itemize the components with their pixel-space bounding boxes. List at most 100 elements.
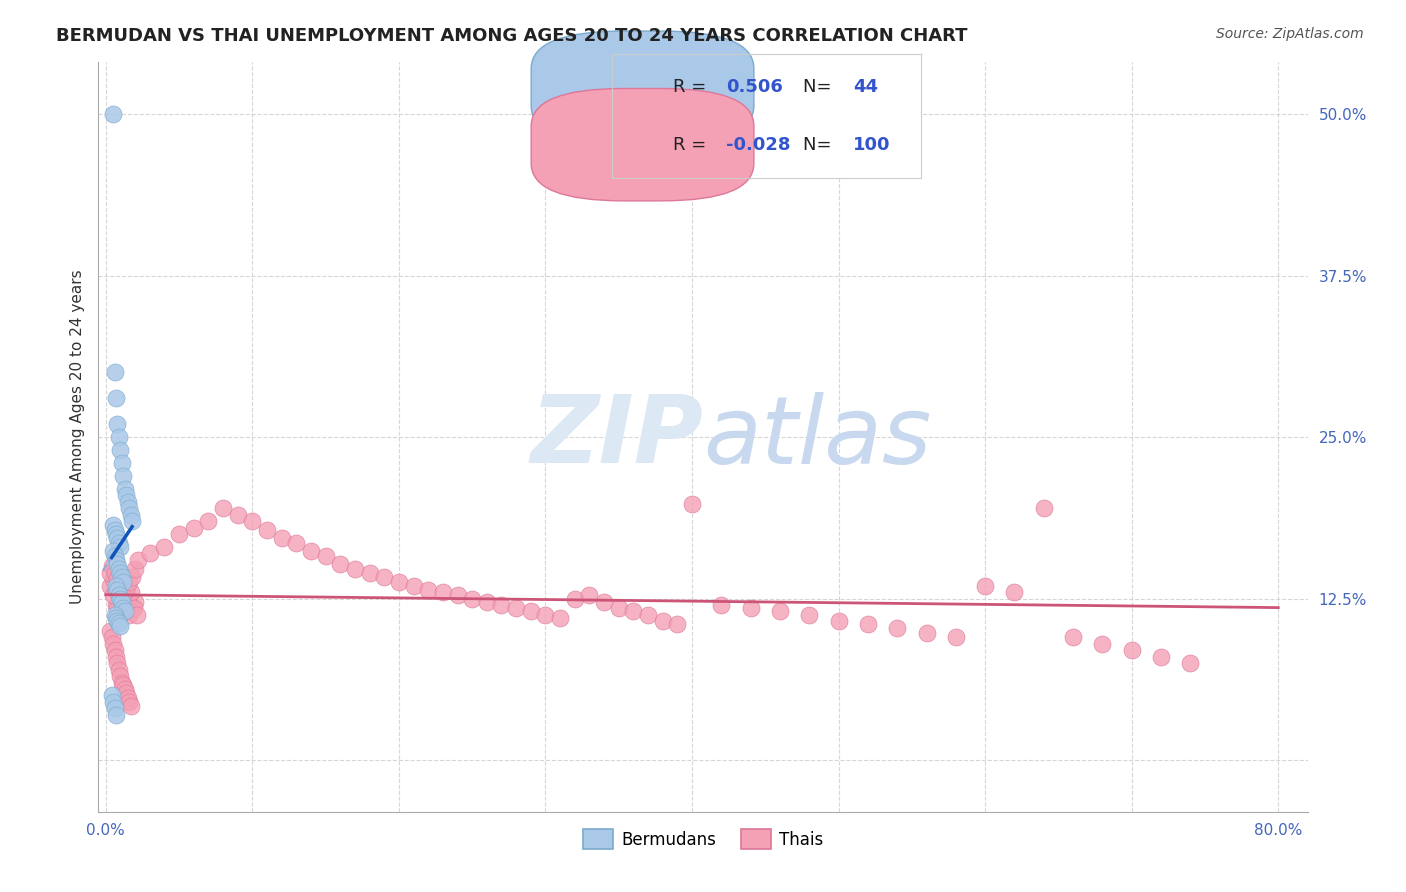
Point (110, 618, 132, 632)
Point (915, 626, 938, 640)
Point (856, 617, 879, 632)
Point (100, 689, 122, 703)
Text: N=: N= (803, 78, 838, 96)
Point (101, 588, 124, 602)
Point (373, 569, 395, 583)
Point (285, 536, 308, 550)
Point (651, 614, 673, 628)
Point (110, 579, 132, 593)
Point (112, 468, 135, 483)
Point (107, 557, 129, 571)
Point (121, 514, 143, 528)
FancyBboxPatch shape (531, 31, 754, 144)
Point (98, 624, 121, 638)
Point (103, 701, 125, 715)
Point (101, 695, 124, 709)
Point (637, 608, 659, 623)
Point (105, 649, 128, 664)
Point (945, 630, 967, 644)
Point (112, 588, 135, 602)
Point (1032, 501, 1054, 516)
Point (120, 508, 142, 522)
Point (105, 707, 128, 722)
Point (122, 600, 145, 615)
Point (607, 600, 630, 615)
Point (740, 600, 762, 615)
Point (105, 527, 128, 541)
Point (101, 637, 124, 651)
Point (114, 681, 136, 696)
Point (105, 582, 128, 597)
Point (505, 600, 527, 615)
Point (107, 417, 129, 432)
Point (100, 630, 122, 644)
Point (138, 546, 160, 560)
Point (1180, 656, 1202, 670)
Point (226, 508, 249, 522)
Point (121, 600, 143, 615)
Point (240, 514, 263, 528)
Point (117, 591, 139, 606)
Point (98, 579, 121, 593)
Point (520, 605, 543, 619)
Text: BERMUDAN VS THAI UNEMPLOYMENT AMONG AGES 20 TO 24 YEARS CORRELATION CHART: BERMUDAN VS THAI UNEMPLOYMENT AMONG AGES… (56, 27, 967, 45)
Point (105, 598, 128, 612)
Point (118, 501, 141, 516)
Point (117, 494, 139, 508)
Point (100, 559, 122, 574)
Point (110, 442, 132, 457)
Point (1091, 637, 1114, 651)
Text: Source: ZipAtlas.com: Source: ZipAtlas.com (1216, 27, 1364, 41)
Point (491, 598, 513, 612)
Point (115, 582, 138, 597)
Point (103, 523, 125, 537)
Point (212, 501, 235, 516)
Point (1121, 643, 1143, 657)
Point (108, 663, 131, 677)
Point (127, 553, 149, 567)
Point (153, 540, 176, 554)
Point (114, 482, 136, 496)
Point (108, 574, 131, 589)
Point (124, 562, 146, 576)
Point (666, 617, 689, 632)
Point (111, 595, 134, 609)
Point (183, 520, 205, 534)
Point (107, 656, 129, 670)
Point (103, 549, 125, 563)
Point (101, 543, 124, 558)
Point (103, 566, 125, 580)
Point (115, 605, 138, 619)
Point (710, 598, 733, 612)
Point (118, 574, 141, 589)
Point (256, 523, 278, 537)
Point (103, 608, 125, 623)
Point (534, 608, 557, 623)
Point (621, 605, 644, 619)
Point (1004, 585, 1026, 599)
Text: R =: R = (673, 78, 713, 96)
Point (105, 553, 128, 567)
Point (111, 605, 134, 619)
Point (115, 488, 138, 502)
Point (107, 531, 129, 545)
Point (167, 527, 190, 541)
Point (117, 691, 139, 706)
Y-axis label: Unemployment Among Ages 20 to 24 years: Unemployment Among Ages 20 to 24 years (69, 269, 84, 605)
Point (110, 669, 132, 683)
Point (111, 456, 134, 470)
Point (402, 579, 425, 593)
Text: 44: 44 (853, 78, 877, 96)
Point (110, 540, 132, 554)
Point (121, 569, 143, 583)
Point (114, 598, 136, 612)
Point (115, 686, 138, 700)
Point (799, 608, 821, 623)
Point (124, 595, 146, 609)
FancyBboxPatch shape (531, 88, 754, 201)
Point (107, 582, 129, 597)
Point (105, 392, 128, 406)
Point (388, 574, 411, 589)
Point (593, 595, 616, 609)
Point (461, 591, 484, 606)
